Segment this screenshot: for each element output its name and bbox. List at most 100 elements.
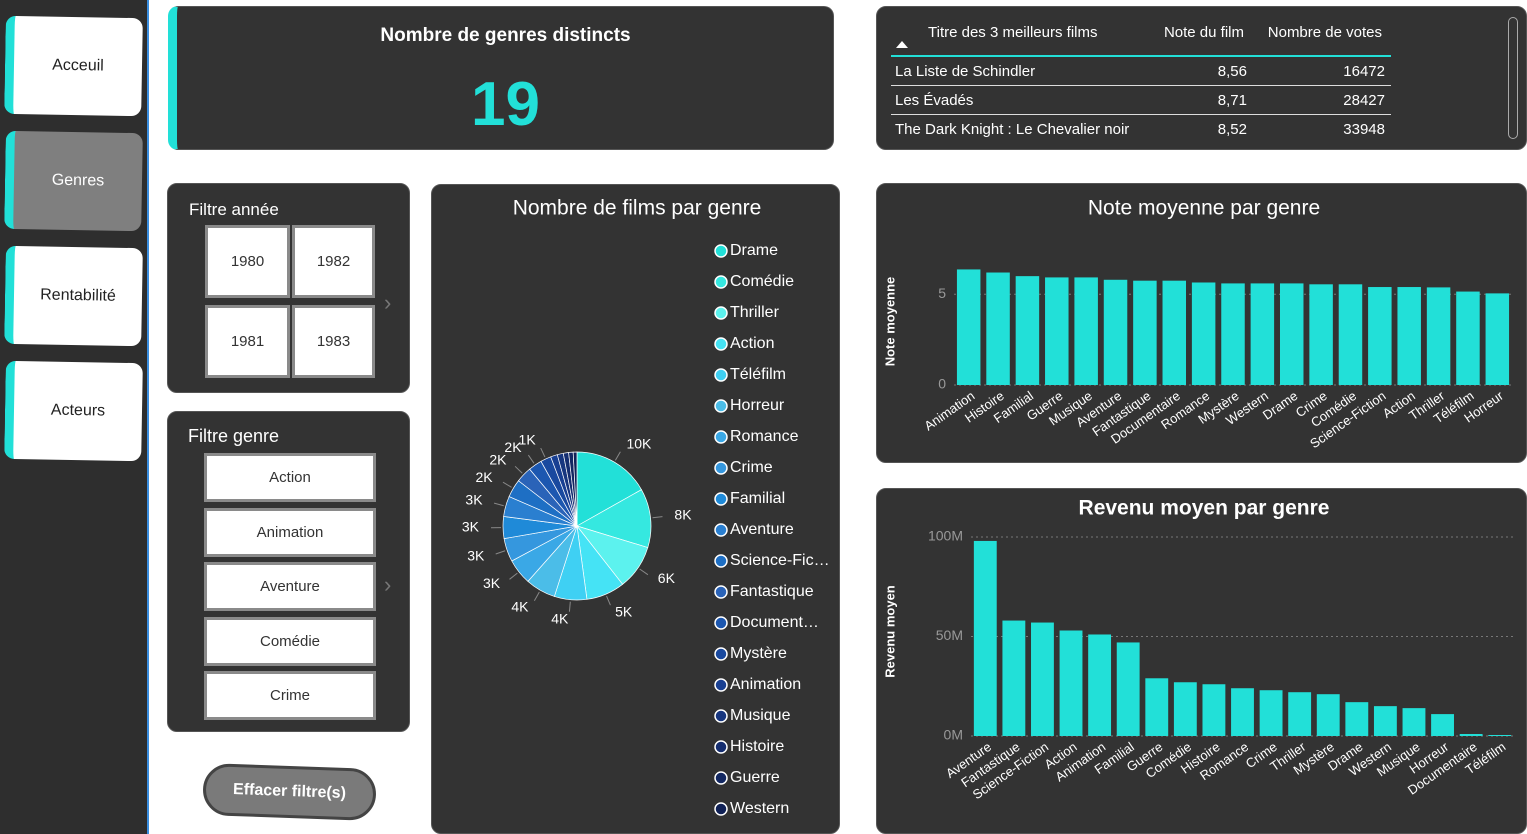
legend-label[interactable]: Musique <box>730 707 791 724</box>
bar[interactable] <box>1015 276 1040 385</box>
table-cell: The Dark Knight : Le Chevalier noir <box>895 121 1130 138</box>
bar[interactable] <box>1345 702 1369 736</box>
bar[interactable] <box>1074 277 1098 385</box>
legend-marker <box>714 585 728 599</box>
chevron[interactable]: › <box>384 290 392 315</box>
table-cell: Les Évadés <box>895 92 974 109</box>
legend-label[interactable]: Western <box>730 800 789 817</box>
legend-label[interactable]: Guerre <box>730 769 780 786</box>
table-header: Nombre de votes <box>1267 24 1382 41</box>
bar[interactable] <box>1088 634 1112 736</box>
legend-label[interactable]: Mystère <box>730 645 787 662</box>
bar[interactable] <box>1145 678 1169 736</box>
legend-label[interactable]: Crime <box>730 459 773 476</box>
bar[interactable] <box>1488 735 1512 736</box>
bar[interactable] <box>1045 277 1069 385</box>
legend-label[interactable]: Thriller <box>730 304 780 321</box>
genre-tile[interactable]: Comédie <box>204 616 376 666</box>
bar[interactable] <box>1259 690 1283 736</box>
legend-label[interactable]: Animation <box>730 676 801 693</box>
bar[interactable] <box>1397 287 1421 385</box>
legend-label[interactable]: Horreur <box>730 397 785 414</box>
bar[interactable] <box>1059 630 1083 736</box>
leader-line <box>533 591 540 601</box>
bar[interactable] <box>1116 642 1140 736</box>
bar[interactable] <box>1279 283 1304 385</box>
bar[interactable] <box>1456 291 1480 385</box>
legend-label[interactable]: Fantastique <box>730 583 814 600</box>
legend-label[interactable]: Comédie <box>730 273 794 290</box>
table-header: Titre des 3 meilleurs films <box>928 24 1098 41</box>
bar[interactable] <box>1221 283 1245 385</box>
bar[interactable] <box>973 540 997 736</box>
genre-tile[interactable]: Animation <box>204 507 376 557</box>
leader-line <box>502 481 512 488</box>
bar[interactable] <box>1202 684 1226 736</box>
nav-button[interactable]: Acceuil <box>4 15 143 117</box>
bar[interactable] <box>1368 287 1392 385</box>
legend-marker <box>714 399 728 413</box>
genre-tile[interactable]: Crime <box>204 671 376 720</box>
bar[interactable] <box>1103 279 1128 385</box>
bar[interactable] <box>1288 692 1312 736</box>
scrollbar[interactable] <box>1508 17 1518 139</box>
year-tile[interactable]: 1983 <box>292 305 375 378</box>
chart-title: Revenu moyen par genre <box>1079 497 1330 520</box>
bar[interactable] <box>1173 682 1197 736</box>
genre-tile[interactable]: Action <box>204 453 376 502</box>
chevron[interactable]: › <box>384 572 392 597</box>
bar[interactable] <box>1191 282 1216 385</box>
bar[interactable] <box>986 272 1010 385</box>
pie-slice <box>572 451 578 527</box>
genre-tile[interactable]: Aventure <box>204 562 376 611</box>
legend-label[interactable]: Téléfilm <box>730 366 786 383</box>
legend-label[interactable]: Familial <box>730 490 785 507</box>
legend-label[interactable]: Drame <box>730 242 778 259</box>
year-tile[interactable]: 1980 <box>205 225 290 298</box>
bar[interactable] <box>1485 293 1510 385</box>
sort-arrow[interactable] <box>896 41 908 48</box>
legend-label[interactable]: Science-Fic… <box>730 552 830 569</box>
y-axis-title: Note moyenne <box>882 277 897 367</box>
leader-line <box>614 451 621 461</box>
legend-marker <box>714 368 728 382</box>
bar[interactable] <box>1459 734 1483 736</box>
y-axis-title: Revenu moyen <box>882 585 897 678</box>
data-label: 2K <box>476 469 494 485</box>
bar[interactable] <box>1373 706 1397 736</box>
legend-label[interactable]: Histoire <box>730 738 784 755</box>
nav-button[interactable]: Acteurs <box>4 360 143 462</box>
legend-label[interactable]: Action <box>730 335 774 352</box>
bar[interactable] <box>1402 708 1426 736</box>
bar[interactable] <box>1338 284 1363 385</box>
nav-button[interactable]: Genres <box>4 130 143 232</box>
bar[interactable] <box>1309 284 1333 385</box>
bar[interactable] <box>1133 280 1157 385</box>
year-filter: Filtre année › 1980 1981 1982 1983 <box>167 183 410 393</box>
leader-line <box>639 568 649 576</box>
leader-line <box>509 572 518 580</box>
year-tile[interactable]: 1981 <box>205 305 290 378</box>
legend-label[interactable]: Romance <box>730 428 799 445</box>
clear-button[interactable]: Effacer filtre(s) <box>202 762 377 822</box>
legend-label[interactable]: Aventure <box>730 521 794 538</box>
y-tick-label: 0 <box>938 376 946 392</box>
bar[interactable] <box>1316 694 1340 736</box>
legend-marker <box>714 337 728 351</box>
nav-button[interactable]: Rentabilité <box>4 245 143 347</box>
bar[interactable] <box>1426 287 1451 385</box>
y-tick-label: 100M <box>928 528 963 544</box>
bar[interactable] <box>1250 283 1275 385</box>
legend-label[interactable]: Document… <box>730 614 819 631</box>
leader-line <box>493 502 504 507</box>
bar[interactable] <box>1031 622 1054 736</box>
data-label: 3K <box>467 547 485 563</box>
bar[interactable] <box>1231 688 1254 736</box>
bar[interactable] <box>1002 620 1026 736</box>
bar[interactable] <box>1431 714 1454 736</box>
year-tile[interactable]: 1982 <box>292 225 375 298</box>
bar[interactable] <box>1162 280 1187 385</box>
pie-slice <box>576 489 652 548</box>
bar[interactable] <box>956 269 981 385</box>
